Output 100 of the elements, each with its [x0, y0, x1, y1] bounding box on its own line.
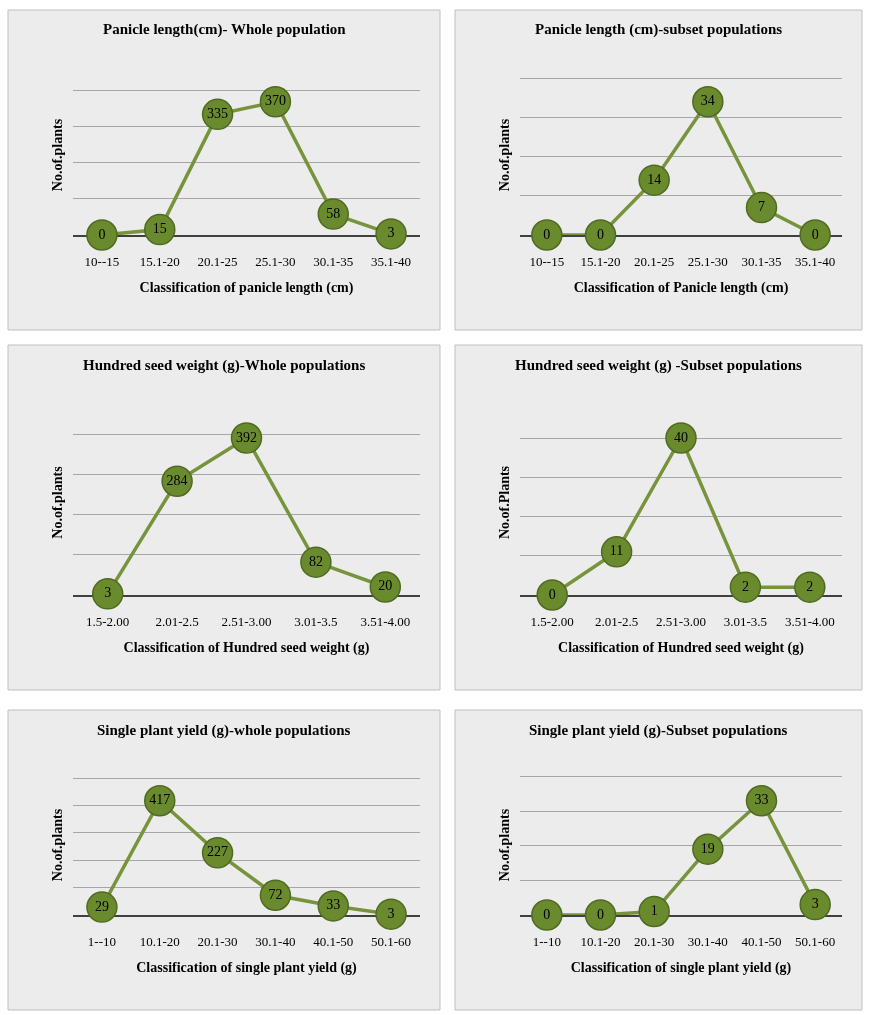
point — [375, 898, 407, 930]
chart-title: Single plant yield (g)-Subset populations — [529, 722, 788, 739]
point — [794, 571, 826, 603]
x-tick-label: 3.51-4.00 — [784, 614, 835, 630]
x-tick-label: 1--10 — [87, 934, 117, 950]
x-axis-title: Classification of panicle length (cm) — [139, 280, 354, 297]
point — [86, 219, 118, 251]
x-tick-label: 2.01-2.5 — [155, 614, 199, 630]
x-tick-label: 40.1-50 — [313, 934, 354, 950]
x-tick-label: 30.1-40 — [255, 934, 296, 950]
y-axis-title: No.of.plants — [496, 118, 512, 192]
x-axis-title: Classification of Hundred seed weight (g) — [123, 640, 370, 657]
data-label: 0 — [597, 226, 604, 242]
data-label: 33 — [326, 897, 341, 913]
point — [584, 899, 617, 931]
x-tick-label: 50.1-60 — [795, 934, 836, 950]
x-tick-label: 20.1-25 — [197, 254, 238, 270]
x-tick-label: 2.01-2.5 — [594, 614, 639, 630]
y-axis-title: No.of.Plants — [496, 465, 512, 540]
data-label: 3 — [387, 905, 395, 921]
data-label: 40 — [674, 429, 688, 445]
data-label: 392 — [236, 429, 257, 445]
data-label: 29 — [94, 898, 109, 914]
x-axis-title: Classification of single plant yield (g) — [570, 960, 792, 977]
data-label: 2 — [741, 578, 749, 594]
x-tick-label: 20.1-30 — [197, 934, 238, 950]
point — [729, 571, 762, 603]
x-tick-label: 2.51-3.00 — [656, 614, 706, 630]
chart-title: Hundred seed weight (g) -Subset populations — [515, 357, 803, 374]
data-label: 0 — [811, 226, 819, 242]
data-label: 3 — [811, 896, 819, 912]
x-tick-label: 30.1-35 — [741, 254, 782, 270]
data-label: 11 — [609, 543, 624, 559]
x-tick-label: 10--15 — [84, 254, 120, 270]
x-tick-label: 3.51-4.00 — [360, 614, 411, 630]
data-label: 14 — [647, 171, 662, 187]
data-label: 34 — [700, 93, 715, 109]
data-label: 284 — [166, 472, 188, 488]
x-tick-label: 15.1-20 — [580, 254, 621, 270]
x-tick-label: 25.1-30 — [687, 254, 728, 270]
data-label: 15 — [152, 221, 167, 237]
chart-title: Hundred seed weight (g)-Whole populations — [83, 357, 366, 374]
data-label: 0 — [548, 586, 556, 602]
point — [799, 219, 831, 251]
x-tick-label: 10.1-20 — [580, 934, 621, 950]
x-tick-label: 10.1-20 — [139, 934, 180, 950]
point — [536, 579, 568, 611]
data-label: 227 — [207, 844, 229, 860]
data-label: 3 — [104, 585, 112, 601]
x-tick-label: 35.1-40 — [371, 254, 412, 270]
x-tick-label: 20.1-25 — [634, 254, 675, 270]
point — [799, 888, 831, 921]
x-tick-label: 50.1-60 — [371, 934, 412, 950]
data-label: 58 — [326, 205, 341, 221]
chart-title: Panicle length (cm)-subset populations — [535, 21, 783, 38]
data-label: 33 — [754, 792, 769, 808]
data-label: 0 — [543, 906, 551, 922]
y-axis-title: No.of.plants — [49, 808, 65, 882]
x-axis-title: Classification of Panicle length (cm) — [573, 280, 789, 297]
x-tick-label: 25.1-30 — [255, 254, 296, 270]
data-label: 7 — [758, 199, 765, 215]
point — [375, 218, 407, 250]
y-axis-title: No.of.plants — [49, 118, 65, 192]
point — [584, 219, 617, 251]
point — [531, 899, 563, 931]
data-label: 72 — [268, 886, 283, 902]
x-tick-label: 40.1-50 — [741, 934, 782, 950]
data-label: 3 — [387, 225, 395, 241]
y-axis-title: No.of.plants — [49, 465, 65, 539]
x-tick-label: 30.1-40 — [687, 934, 728, 950]
data-label: 417 — [149, 792, 171, 808]
x-tick-label: 30.1-35 — [313, 254, 354, 270]
point — [638, 895, 670, 928]
x-tick-label: 2.51-3.00 — [221, 614, 272, 630]
x-tick-label: 20.1-30 — [634, 934, 675, 950]
data-label: 1 — [650, 903, 658, 919]
data-label: 335 — [207, 105, 229, 121]
chart-title: Single plant yield (g)-whole populations — [97, 722, 351, 739]
y-axis-title: No.of.plants — [496, 808, 512, 882]
x-tick-label: 1.5-2.00 — [530, 614, 574, 630]
data-label: 0 — [597, 906, 604, 922]
x-tick-label: 10--15 — [529, 254, 565, 270]
x-tick-label: 3.01-3.5 — [723, 614, 768, 630]
data-label: 0 — [98, 226, 106, 242]
point — [91, 578, 124, 610]
data-label: 82 — [308, 553, 323, 569]
x-axis-title: Classification of single plant yield (g) — [136, 960, 358, 977]
data-label: 370 — [264, 93, 286, 109]
chart-title: Panicle length(cm)- Whole population — [103, 21, 347, 38]
data-label: 20 — [378, 578, 393, 594]
data-label: 19 — [700, 840, 715, 856]
x-axis-title: Classification of Hundred seed weight (g) — [558, 640, 805, 657]
x-tick-label: 3.01-3.5 — [294, 614, 338, 630]
x-tick-label: 1.5-2.00 — [86, 614, 130, 630]
x-tick-label: 15.1-20 — [139, 254, 180, 270]
data-label: 0 — [543, 226, 551, 242]
x-tick-label: 1--10 — [532, 934, 561, 950]
data-label: 2 — [806, 578, 814, 594]
x-tick-label: 35.1-40 — [795, 254, 836, 270]
point — [531, 219, 563, 251]
